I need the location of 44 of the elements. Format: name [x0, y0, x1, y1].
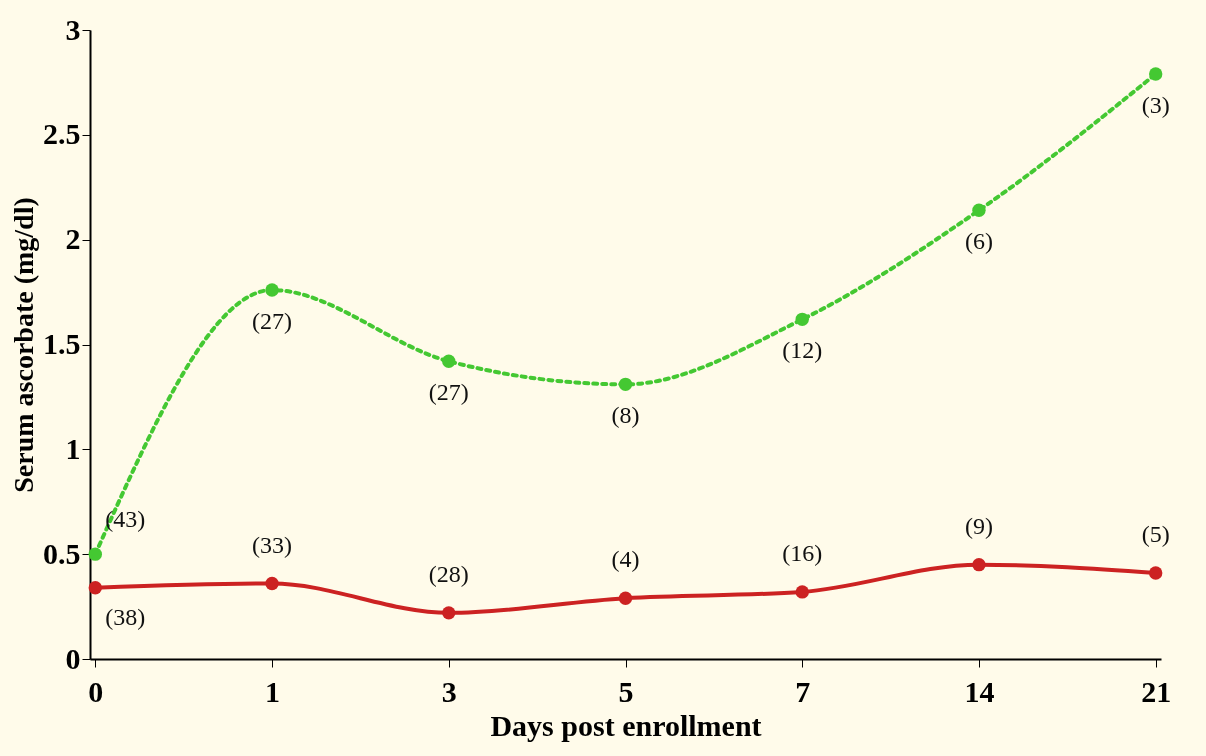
- y-tick-label: 1: [65, 431, 81, 465]
- point: [265, 576, 279, 591]
- annotation: (4): [611, 546, 640, 573]
- annotation: (9): [964, 512, 993, 539]
- annotation: (28): [428, 560, 469, 587]
- x-tick-label: 21: [1141, 674, 1172, 708]
- annotation: (12): [782, 337, 823, 364]
- x-tick-label: 1: [265, 674, 281, 708]
- annotation: (3): [1141, 92, 1170, 119]
- y-tick-label: 0: [65, 641, 81, 675]
- annotation: (38): [105, 603, 146, 630]
- annotation: (6): [964, 228, 993, 255]
- y-tick-label: 2: [65, 222, 81, 256]
- y-axis-title: Serum ascorbate (mg/dl): [8, 197, 39, 493]
- annotation: (5): [1141, 521, 1170, 548]
- point: [265, 283, 279, 297]
- annotation: (43): [105, 506, 146, 533]
- point: [88, 581, 103, 595]
- annotation: (16): [782, 539, 823, 566]
- x-tick-label: 5: [618, 674, 634, 708]
- point: [88, 547, 103, 561]
- point: [1148, 566, 1163, 580]
- annotation: (8): [611, 402, 640, 429]
- point: [618, 377, 633, 392]
- point: [795, 312, 809, 327]
- point: [972, 203, 986, 218]
- point: [442, 606, 456, 620]
- y-tick-label: 3: [65, 12, 81, 46]
- y-tick-label: 1.5: [43, 327, 81, 360]
- point: [618, 591, 633, 605]
- point: [972, 557, 986, 572]
- x-axis-title: Days post enrollment: [490, 708, 762, 742]
- annotation: (33): [252, 531, 293, 558]
- x-tick-label: 0: [88, 674, 104, 708]
- y-tick-label: 0.5: [43, 536, 81, 570]
- x-tick-label: 14: [964, 674, 995, 708]
- point: [442, 354, 456, 368]
- x-tick-label: 7: [795, 674, 811, 708]
- x-tick-label: 3: [441, 674, 457, 708]
- annotation: (27): [252, 307, 293, 334]
- annotation: (27): [428, 379, 469, 406]
- point: [1148, 67, 1163, 81]
- y-tick-label: 2.5: [43, 117, 81, 151]
- point: [795, 585, 809, 599]
